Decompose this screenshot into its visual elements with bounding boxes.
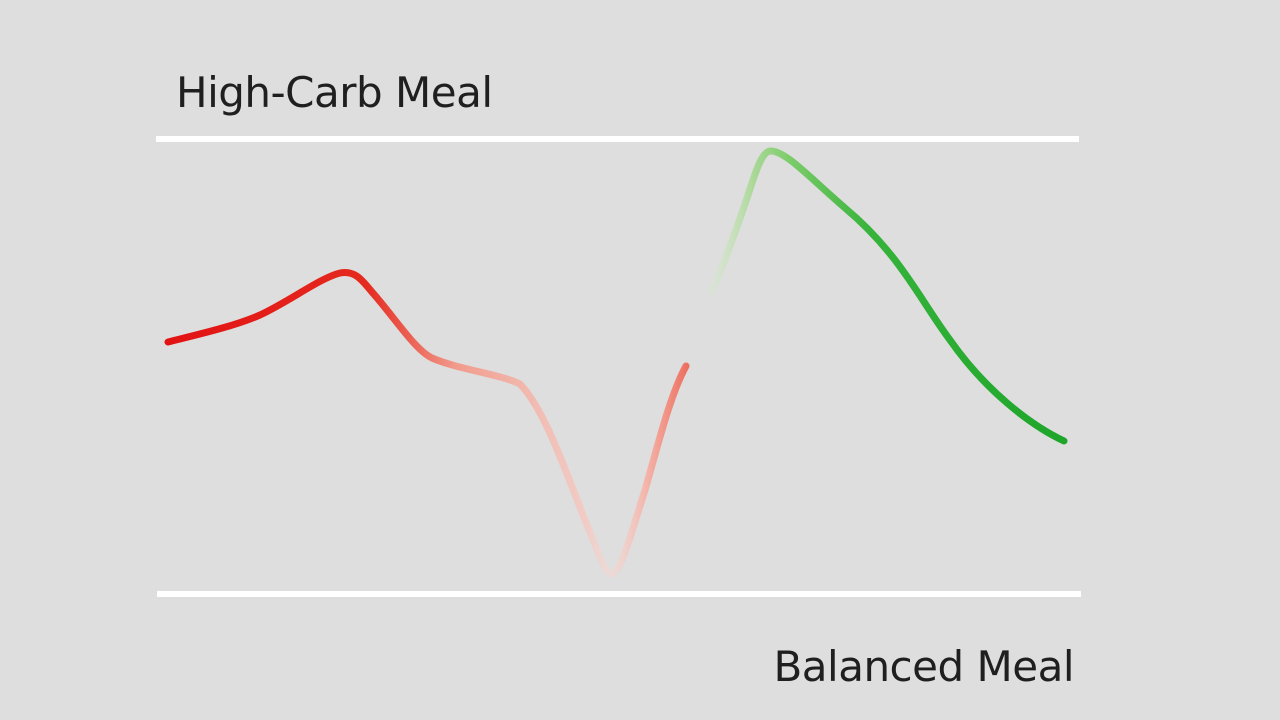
high-carb-meal-label: High-Carb Meal	[176, 68, 493, 117]
balanced-meal-label: Balanced Meal	[773, 642, 1074, 691]
high-carb-glucose-curve	[164, 268, 690, 578]
balanced-glucose-curve	[708, 147, 1068, 445]
